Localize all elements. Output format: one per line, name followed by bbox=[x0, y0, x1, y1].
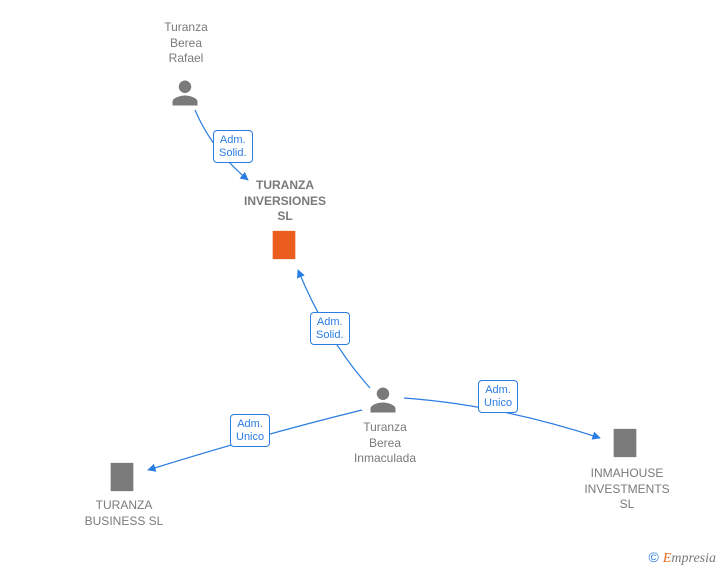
label-line: INMAHOUSE bbox=[591, 466, 664, 480]
node-label-inmaculada: Turanza Berea Inmaculada bbox=[340, 420, 430, 467]
watermark: ©Empresia bbox=[649, 549, 716, 567]
node-label-rafael: Turanza Berea Rafael bbox=[144, 20, 228, 67]
label-line: Berea bbox=[170, 36, 202, 50]
edge-label-line: Solid. bbox=[316, 329, 344, 341]
label-line: INVESTMENTS bbox=[584, 482, 669, 496]
edge-label-line: Unico bbox=[484, 397, 512, 409]
edge-label-adm-solid: Adm. Solid. bbox=[213, 130, 253, 163]
person-icon bbox=[368, 385, 398, 420]
edge-label-line: Adm. bbox=[237, 418, 263, 430]
edge-label-adm-unico: Adm. Unico bbox=[230, 414, 270, 447]
label-line: Berea bbox=[369, 436, 401, 450]
edge-label-line: Adm. bbox=[485, 384, 511, 396]
person-icon bbox=[170, 78, 200, 113]
label-line: Rafael bbox=[169, 51, 204, 65]
label-line: TURANZA bbox=[96, 498, 153, 512]
edge-label-adm-solid: Adm. Solid. bbox=[310, 312, 350, 345]
label-line: SL bbox=[277, 209, 292, 223]
node-label-turanza-inversiones: TURANZA INVERSIONES SL bbox=[232, 178, 338, 225]
label-line: INVERSIONES bbox=[244, 194, 326, 208]
label-line: Turanza bbox=[164, 20, 208, 34]
edge-label-adm-unico: Adm. Unico bbox=[478, 380, 518, 413]
building-icon bbox=[608, 426, 642, 465]
label-line: SL bbox=[620, 497, 635, 511]
copyright-symbol: © bbox=[649, 549, 659, 565]
edge-label-line: Unico bbox=[236, 431, 264, 443]
label-line: TURANZA bbox=[256, 178, 314, 192]
brand-rest: mpresia bbox=[671, 551, 716, 566]
node-label-turanza-business: TURANZA BUSINESS SL bbox=[72, 498, 176, 529]
node-label-inmahouse: INMAHOUSE INVESTMENTS SL bbox=[578, 466, 676, 513]
edge-label-line: Solid. bbox=[219, 147, 247, 159]
building-icon bbox=[105, 460, 139, 499]
label-line: Turanza bbox=[363, 420, 407, 434]
label-line: Inmaculada bbox=[354, 451, 416, 465]
building-icon bbox=[267, 228, 301, 267]
edge-label-line: Adm. bbox=[220, 134, 246, 146]
edge-label-line: Adm. bbox=[317, 316, 343, 328]
label-line: BUSINESS SL bbox=[85, 514, 164, 528]
